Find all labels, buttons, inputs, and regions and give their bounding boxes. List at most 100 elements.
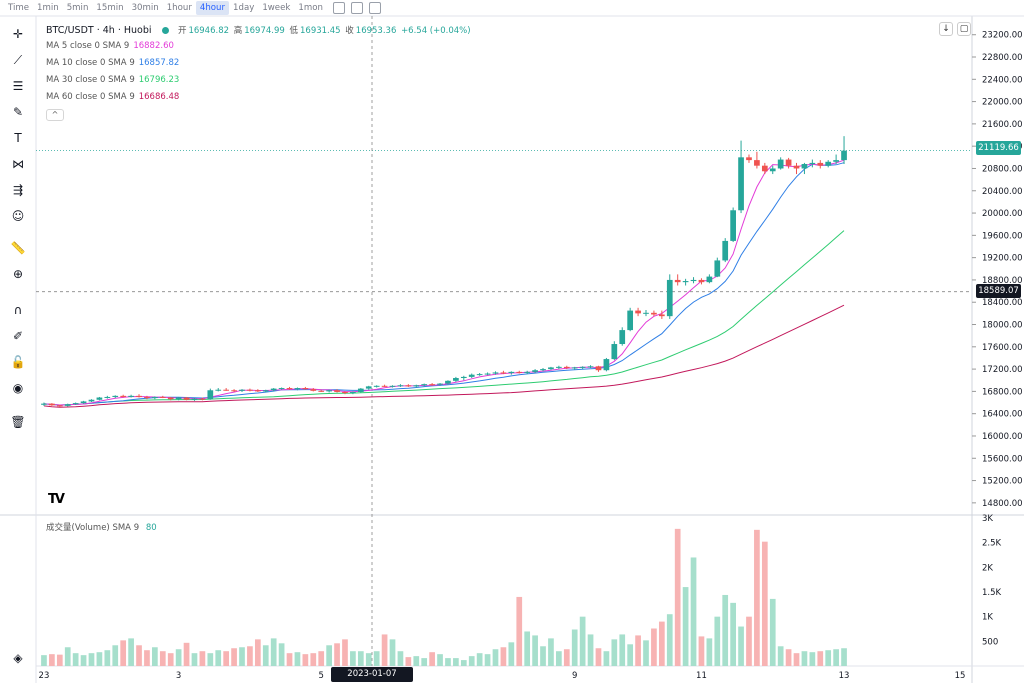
ohlc-values: 开 16946.82 高 16974.99 低 16931.45 收 16953.36 … (178, 26, 473, 36)
timeframe-5min[interactable]: 5min (66, 3, 89, 13)
volume-bar (302, 654, 309, 666)
lock-drawing-icon[interactable]: ✐ (12, 329, 24, 343)
magnet-icon[interactable]: ∩ (13, 303, 23, 317)
candle-body (405, 385, 412, 387)
zoom-in-icon[interactable]: ⊕ (12, 267, 24, 281)
candle-body (136, 395, 142, 397)
candle-body (342, 391, 348, 394)
volume-bar (587, 634, 594, 666)
candle-body (270, 388, 277, 391)
candle-body (833, 160, 839, 162)
symbol-legend: BTC/USDT · 4h · Huobi 开 16946.82 高 16974.9… (46, 24, 473, 36)
candle-body (262, 390, 269, 392)
emoji-icon[interactable]: ☺ (11, 209, 25, 223)
timeframe-1min[interactable]: 1min (37, 3, 59, 13)
candle-body (777, 159, 784, 169)
volume-legend: 成交量(Volume) SMA 9 80 (46, 521, 157, 533)
volume-bar (841, 648, 847, 666)
volume-bar (294, 652, 301, 666)
volume-bar (579, 616, 586, 666)
candle-body (841, 150, 847, 161)
candle-body (761, 165, 768, 172)
volume-bar (548, 638, 554, 666)
candle-body (231, 390, 237, 392)
candle-body (239, 389, 245, 391)
candle-body (183, 397, 190, 400)
volume-bar (41, 655, 47, 666)
candle-body (365, 386, 372, 389)
candle-body (167, 397, 174, 400)
open-label: 开 (177, 26, 187, 36)
candle-body (492, 372, 499, 374)
volume-bar (468, 656, 475, 666)
candle-body (516, 371, 523, 373)
volume-bar (357, 651, 364, 666)
price-tick-label: 22400.00 (982, 75, 1023, 85)
candle-body (603, 359, 610, 371)
volume-bar (769, 598, 776, 666)
candle-body (104, 396, 111, 398)
trash-icon[interactable]: 🗑 (10, 415, 26, 429)
volume-bar (540, 646, 546, 666)
candle-body (357, 388, 364, 392)
crosshair-icon[interactable]: ✛ (12, 27, 24, 41)
download-button[interactable]: ↓ (939, 22, 953, 36)
candle-body (334, 390, 340, 392)
drawing-toolbar: ✛ ⟋ ☰ ✎ T ⋈ ⇶ ☺ 📏 ⊕ ∩ ✐ 🔓 ◉ 🗑 ◈ (0, 17, 36, 683)
collapse-legend-button[interactable]: ^ (46, 109, 64, 121)
ruler-icon[interactable]: 📏 (10, 241, 26, 255)
candle-body (294, 388, 301, 390)
change-value: +6.54 (+0.04%) (401, 26, 471, 36)
trendline-icon[interactable]: ⟋ (13, 52, 23, 67)
volume-bar (556, 651, 562, 666)
timeframe-1hour[interactable]: 1hour (166, 3, 192, 13)
timeframe-1week[interactable]: 1week (262, 3, 291, 13)
candle-body (49, 403, 55, 406)
volume-bar (460, 660, 467, 666)
pattern-icon[interactable]: ⋈ (12, 157, 24, 171)
timeframe-30min[interactable]: 30min (131, 3, 159, 13)
volume-tick-label: 1.5K (982, 588, 1002, 598)
fib-icon[interactable]: ☰ (12, 79, 24, 93)
volume-bar (437, 654, 443, 666)
volume-bar (453, 658, 459, 666)
volume-bar (239, 647, 245, 666)
candle-body (120, 395, 127, 397)
ma-legend-row: MA 30 close 0 SMA 9 16796.23 (46, 75, 179, 85)
eye-icon[interactable]: ◉ (12, 381, 24, 395)
candle-body (152, 396, 158, 399)
timeframe-time[interactable]: Time (8, 3, 30, 13)
text-icon[interactable]: T (14, 131, 22, 145)
timeframe-1mon[interactable]: 1mon (298, 3, 323, 13)
forecast-icon[interactable]: ⇶ (12, 183, 24, 197)
volume-bar (500, 647, 507, 666)
ma-legend-row: MA 10 close 0 SMA 9 16857.82 (46, 58, 179, 68)
candle-body (191, 398, 198, 400)
timeframe-4hour[interactable]: 4hour (195, 1, 230, 15)
volume-bar (746, 616, 752, 666)
candle-body (635, 310, 641, 314)
settings-icon[interactable] (350, 2, 363, 14)
volume-bar (191, 653, 198, 666)
volume-bar (817, 651, 824, 666)
open-value: 16946.82 (188, 26, 230, 36)
candle-body (817, 162, 824, 166)
chart-type-icon[interactable] (332, 2, 345, 14)
volume-label: 成交量(Volume) SMA 9 (46, 523, 140, 533)
brush-icon[interactable]: ✎ (12, 105, 24, 119)
timeframe-15min[interactable]: 15min (96, 3, 124, 13)
screenshot-icon[interactable] (368, 2, 381, 14)
symbol-title[interactable]: BTC/USDT · 4h · Huobi (46, 25, 152, 36)
candle-body (381, 385, 388, 387)
ma-label: MA 30 close 0 SMA 9 (46, 75, 135, 85)
price-tick-label: 20000.00 (982, 209, 1023, 219)
high-label: 高 (233, 26, 243, 36)
lock-icon[interactable]: 🔓 (10, 355, 26, 369)
layers-icon[interactable]: ◈ (13, 651, 23, 665)
candle-body (674, 279, 681, 283)
fullscreen-button[interactable]: ▢ (957, 22, 971, 36)
candle-body (278, 388, 285, 390)
timeframe-1day[interactable]: 1day (233, 3, 255, 13)
volume-bar (706, 638, 713, 666)
